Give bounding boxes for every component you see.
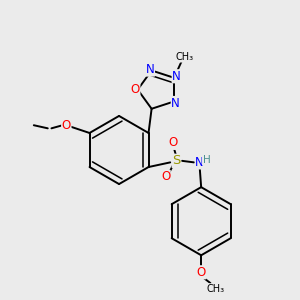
Text: N: N	[146, 63, 154, 76]
Text: CH₃: CH₃	[206, 284, 224, 294]
Text: O: O	[169, 136, 178, 149]
Text: CH₃: CH₃	[175, 52, 194, 62]
Text: N: N	[172, 70, 181, 83]
Text: S: S	[172, 154, 181, 167]
Text: O: O	[130, 83, 140, 96]
Text: O: O	[62, 119, 71, 132]
Text: O: O	[161, 170, 170, 183]
Text: H: H	[202, 155, 210, 165]
Text: N: N	[171, 97, 180, 110]
Text: O: O	[196, 266, 206, 279]
Text: N: N	[195, 156, 204, 169]
